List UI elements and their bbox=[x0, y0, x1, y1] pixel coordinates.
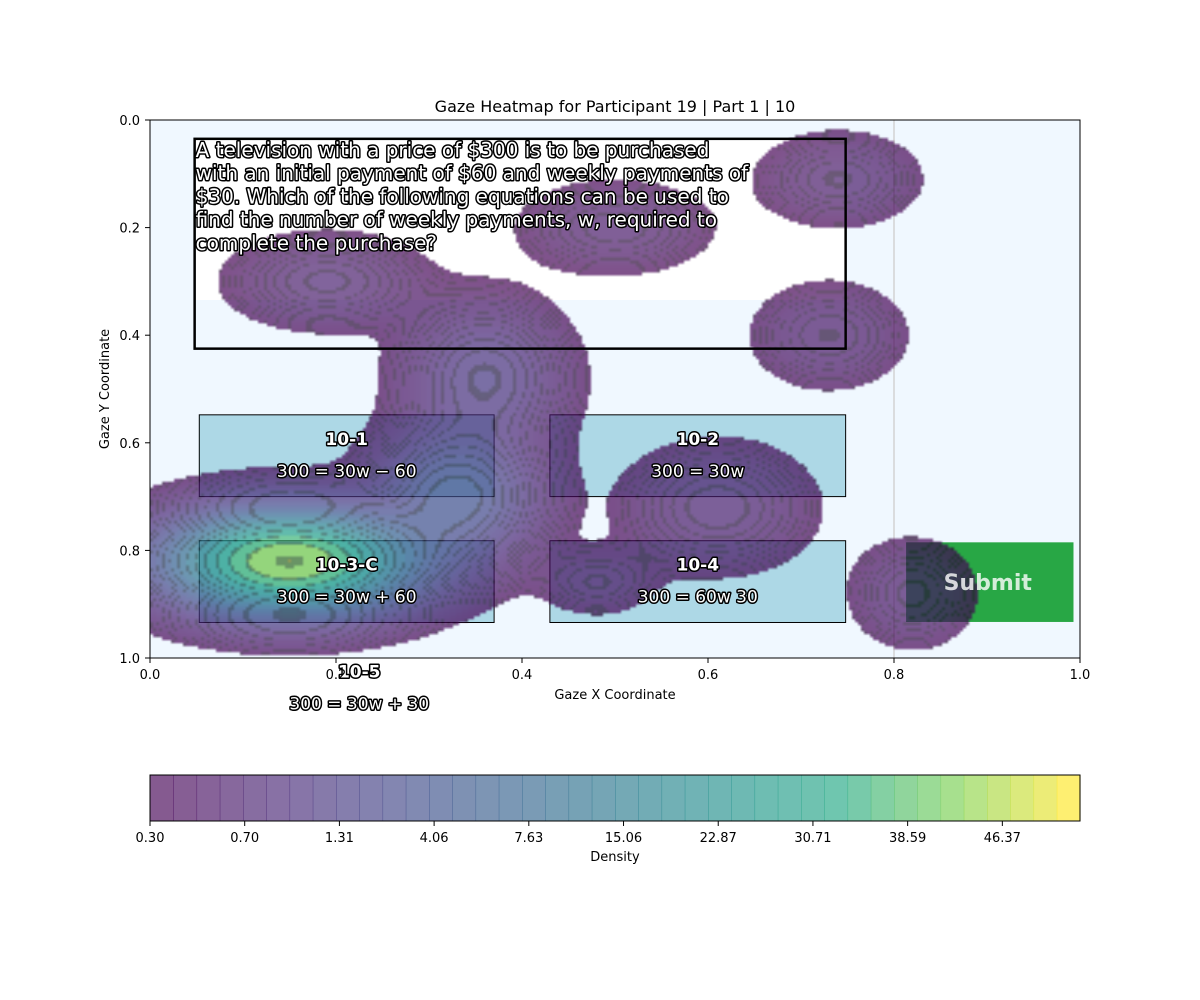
x-tick-label: 0.2 bbox=[326, 668, 347, 683]
colorbar-level bbox=[359, 775, 384, 821]
colorbar-level bbox=[452, 775, 477, 821]
option-id-10-4: 10-4 bbox=[676, 556, 719, 576]
colorbar-level bbox=[661, 775, 686, 821]
colorbar-level bbox=[336, 775, 360, 821]
density-heatmap bbox=[150, 120, 1080, 658]
option-id-10-5: 10-5 bbox=[338, 662, 381, 682]
question-text: A television with a price of $300 is to … bbox=[194, 136, 750, 256]
colorbar-tick-label: 1.31 bbox=[325, 831, 354, 846]
x-tick-label: 0.6 bbox=[698, 668, 719, 683]
colorbar-level bbox=[1033, 775, 1058, 821]
submit-button-label: Submit bbox=[944, 571, 1033, 596]
x-tick-label: 0.4 bbox=[512, 668, 533, 683]
option-text-10-1: 300 = 30w − 60 bbox=[277, 462, 417, 482]
colorbar-level bbox=[498, 775, 523, 821]
colorbar-level bbox=[870, 775, 895, 821]
y-tick-label: 1.0 bbox=[119, 652, 140, 667]
option-id-10-2: 10-2 bbox=[676, 430, 719, 450]
colorbar-level bbox=[312, 775, 337, 821]
y-tick-label: 0.2 bbox=[119, 222, 140, 237]
colorbar-tick-label: 7.63 bbox=[514, 831, 543, 846]
colorbar-level bbox=[475, 775, 500, 821]
colorbar-level bbox=[684, 775, 709, 821]
x-tick-label: 0.0 bbox=[140, 668, 161, 683]
x-tick-label: 1.0 bbox=[1070, 668, 1091, 683]
colorbar-level bbox=[963, 775, 988, 821]
option-text-10-3-C: 300 = 30w + 60 bbox=[277, 588, 417, 608]
colorbar-tick-label: 0.30 bbox=[136, 831, 165, 846]
colorbar-level bbox=[150, 775, 174, 821]
colorbar-level bbox=[591, 775, 616, 821]
colorbar-level bbox=[777, 775, 802, 821]
question-line: $30. Which of the following equations ca… bbox=[196, 184, 729, 208]
colorbar-tick-label: 15.06 bbox=[605, 831, 642, 846]
question-line: find the number of weekly payments, w, r… bbox=[196, 208, 717, 232]
colorbar-level bbox=[196, 775, 221, 821]
y-tick-label: 0.6 bbox=[119, 437, 140, 452]
colorbar-level bbox=[266, 775, 291, 821]
colorbar-level bbox=[173, 775, 198, 821]
y-tick-label: 0.8 bbox=[119, 544, 140, 559]
y-tick-label: 0.4 bbox=[119, 329, 140, 344]
colorbar-level bbox=[615, 775, 639, 821]
option-text-10-2: 300 = 30w bbox=[651, 462, 744, 482]
colorbar-level bbox=[847, 775, 872, 821]
y-tick-label: 0.0 bbox=[119, 114, 140, 129]
question-line: A television with a price of $300 is to … bbox=[196, 138, 710, 162]
chart-title: Gaze Heatmap for Participant 19 | Part 1… bbox=[435, 97, 796, 116]
x-tick-label: 0.8 bbox=[884, 668, 905, 683]
colorbar-level bbox=[987, 775, 1011, 821]
option-id-10-3-C: 10-3-C bbox=[316, 556, 378, 576]
question-line: with an initial payment of $60 and weekl… bbox=[196, 161, 749, 185]
colorbar-level bbox=[754, 775, 779, 821]
option-labels: 10-1 300 = 30w − 60 10-2 300 = 30w 10-3-C 300… bbox=[275, 428, 759, 716]
option-text-10-5: 300 = 30w + 30 bbox=[289, 694, 429, 714]
colorbar-level bbox=[708, 775, 732, 821]
colorbar-level bbox=[917, 775, 942, 821]
colorbar-tick-label: 4.06 bbox=[420, 831, 449, 846]
colorbar-level bbox=[289, 775, 314, 821]
option-id-10-1: 10-1 bbox=[325, 430, 368, 450]
colorbar-level bbox=[405, 775, 430, 821]
colorbar-level bbox=[382, 775, 407, 821]
colorbar-level bbox=[522, 775, 546, 821]
colorbar-label: Density bbox=[590, 850, 640, 865]
colorbar-tick-label: 22.87 bbox=[700, 831, 737, 846]
colorbar-level bbox=[1056, 775, 1081, 821]
colorbar-level bbox=[545, 775, 570, 821]
colorbar-tick-label: 30.71 bbox=[794, 831, 831, 846]
question-line: complete the purchase? bbox=[196, 231, 437, 255]
colorbar-level bbox=[894, 775, 918, 821]
y-axis-label: Gaze Y Coordinate bbox=[98, 329, 113, 449]
colorbar-level bbox=[219, 775, 244, 821]
colorbar-level bbox=[731, 775, 756, 821]
colorbar-level bbox=[429, 775, 453, 821]
x-axis-label: Gaze X Coordinate bbox=[554, 688, 675, 703]
colorbar-level bbox=[638, 775, 663, 821]
colorbar-tick-label: 0.70 bbox=[230, 831, 259, 846]
colorbar-level bbox=[801, 775, 825, 821]
colorbar-level bbox=[940, 775, 965, 821]
question-box bbox=[193, 137, 847, 350]
colorbar: 0.30 0.70 1.31 4.06 7.63 15.06 22.87 30.71 38.59… bbox=[136, 774, 1081, 865]
axes-frame bbox=[149, 119, 1081, 659]
colorbar-level bbox=[824, 775, 849, 821]
x-axis-ticks: 0.0 0.2 0.4 0.6 0.8 1.0 bbox=[140, 658, 1091, 683]
colorbar-level bbox=[243, 775, 267, 821]
colorbar-tick-label: 38.59 bbox=[889, 831, 926, 846]
option-text-10-4: 300 = 60w 30 bbox=[638, 588, 758, 608]
y-axis-ticks: 0.0 0.2 0.4 0.6 0.8 1.0 bbox=[119, 114, 150, 667]
colorbar-level bbox=[568, 775, 593, 821]
colorbar-tick-label: 46.37 bbox=[984, 831, 1021, 846]
colorbar-level bbox=[1010, 775, 1035, 821]
